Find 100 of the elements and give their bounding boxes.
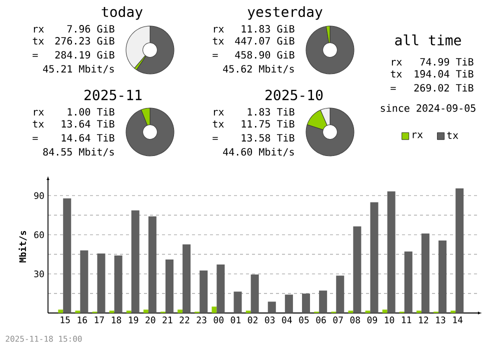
x-tick-label: 20 bbox=[146, 316, 156, 324]
bar bbox=[63, 198, 72, 313]
x-tick-label: 03 bbox=[264, 316, 275, 324]
x-tick-label: 04 bbox=[282, 316, 292, 324]
legend-label: rx bbox=[412, 132, 423, 138]
text: 276.23 GiB bbox=[55, 36, 114, 45]
text: tx bbox=[32, 37, 44, 44]
y-axis-title: Mbit/s bbox=[18, 230, 27, 262]
x-tick-label: 22 bbox=[180, 316, 190, 324]
bar bbox=[165, 260, 174, 313]
bar bbox=[404, 251, 412, 313]
x-tick-label: 02 bbox=[248, 316, 258, 324]
text: 2025-11-18 15:00 bbox=[6, 336, 82, 342]
bar bbox=[131, 210, 140, 313]
text: = bbox=[32, 136, 38, 140]
bar bbox=[319, 290, 328, 313]
chart-title: 2025-11 bbox=[84, 90, 142, 100]
bar bbox=[302, 294, 310, 313]
x-tick-label: 11 bbox=[402, 316, 412, 324]
bar bbox=[268, 302, 276, 313]
text: rx bbox=[214, 110, 224, 116]
x-tick-label: 09 bbox=[367, 316, 378, 324]
text: 458.90 GiB bbox=[235, 50, 294, 59]
bar bbox=[438, 240, 447, 313]
x-tick-label: 21 bbox=[162, 316, 172, 324]
text: 1.00 TiB bbox=[68, 108, 114, 116]
x-tick-label: 18 bbox=[112, 316, 122, 324]
bar bbox=[421, 233, 430, 313]
x-tick-label: 13 bbox=[436, 316, 446, 324]
text: rx bbox=[392, 60, 402, 66]
x-tick-label: 16 bbox=[78, 316, 87, 324]
text: rx bbox=[34, 110, 44, 116]
bar bbox=[80, 250, 88, 313]
chart-title: 2025-10 bbox=[266, 90, 323, 100]
bar bbox=[234, 292, 242, 313]
bar bbox=[382, 310, 388, 313]
text: 84.55 Mbit/s bbox=[43, 148, 114, 156]
text: tx bbox=[212, 37, 224, 44]
text: rx bbox=[34, 26, 44, 32]
text: 447.07 GiB bbox=[235, 36, 294, 45]
text: 45.21 Mbit/s bbox=[43, 64, 114, 74]
bar bbox=[182, 244, 191, 313]
text: tx bbox=[32, 120, 44, 128]
bar bbox=[143, 310, 148, 313]
x-tick-label: 17 bbox=[94, 316, 104, 324]
bar bbox=[216, 264, 225, 313]
x-tick-label: 10 bbox=[384, 316, 394, 324]
text: = bbox=[32, 54, 38, 57]
text: 7.96 GiB bbox=[67, 24, 114, 33]
x-tick-label: 06 bbox=[316, 316, 326, 324]
x-tick-label: 00 bbox=[214, 316, 224, 324]
text: 269.02 TiB bbox=[414, 84, 474, 92]
text: 1.83 TiB bbox=[248, 108, 294, 116]
text: tx bbox=[390, 70, 402, 78]
bar bbox=[114, 255, 122, 313]
bar bbox=[178, 310, 183, 313]
text: 13.58 TiB bbox=[242, 134, 294, 142]
x-tick-label: 08 bbox=[350, 316, 360, 324]
bar bbox=[97, 254, 106, 313]
text: 44.60 Mbit/s bbox=[223, 148, 294, 156]
bar bbox=[336, 276, 344, 313]
text: tx bbox=[212, 120, 224, 128]
x-tick-label: 23 bbox=[196, 316, 206, 324]
text: all time bbox=[395, 34, 461, 46]
chart-title: yesterday bbox=[248, 6, 322, 20]
x-tick-label: 07 bbox=[333, 316, 343, 324]
text: = bbox=[390, 86, 396, 90]
y-tick-label: 60 bbox=[34, 231, 44, 238]
text: 194.04 TiB bbox=[414, 70, 474, 78]
x-tick-label: 01 bbox=[230, 316, 241, 324]
x-tick-label: 14 bbox=[453, 316, 463, 324]
bar bbox=[284, 294, 293, 313]
bar bbox=[353, 226, 362, 313]
text: since 2024-09-05 bbox=[380, 104, 476, 112]
text: rx bbox=[214, 26, 224, 32]
bar bbox=[370, 202, 378, 313]
text: 14.64 TiB bbox=[62, 134, 114, 142]
chart-title: today bbox=[102, 6, 143, 20]
x-tick-label: 12 bbox=[419, 316, 428, 324]
bar bbox=[456, 188, 464, 313]
text: = bbox=[212, 54, 218, 57]
bar bbox=[148, 216, 156, 313]
y-tick-label: 30 bbox=[34, 270, 44, 278]
y-tick-label: 90 bbox=[34, 192, 44, 200]
x-tick-label: 19 bbox=[128, 316, 138, 324]
bar bbox=[387, 191, 396, 313]
text: 74.99 TiB bbox=[420, 58, 474, 66]
bar bbox=[212, 306, 217, 313]
text: 284.19 GiB bbox=[55, 50, 114, 59]
text: 45.62 Mbit/s bbox=[223, 64, 294, 74]
text: = bbox=[212, 136, 218, 140]
bar bbox=[58, 310, 64, 313]
text: 11.83 GiB bbox=[242, 24, 294, 33]
text: 11.75 TiB bbox=[242, 120, 294, 128]
x-tick-label: 05 bbox=[299, 316, 309, 324]
bar bbox=[250, 274, 259, 313]
x-tick-label: 15 bbox=[60, 316, 70, 324]
bar bbox=[200, 270, 208, 313]
text: 13.64 TiB bbox=[62, 120, 114, 128]
legend-label: tx bbox=[447, 132, 458, 139]
